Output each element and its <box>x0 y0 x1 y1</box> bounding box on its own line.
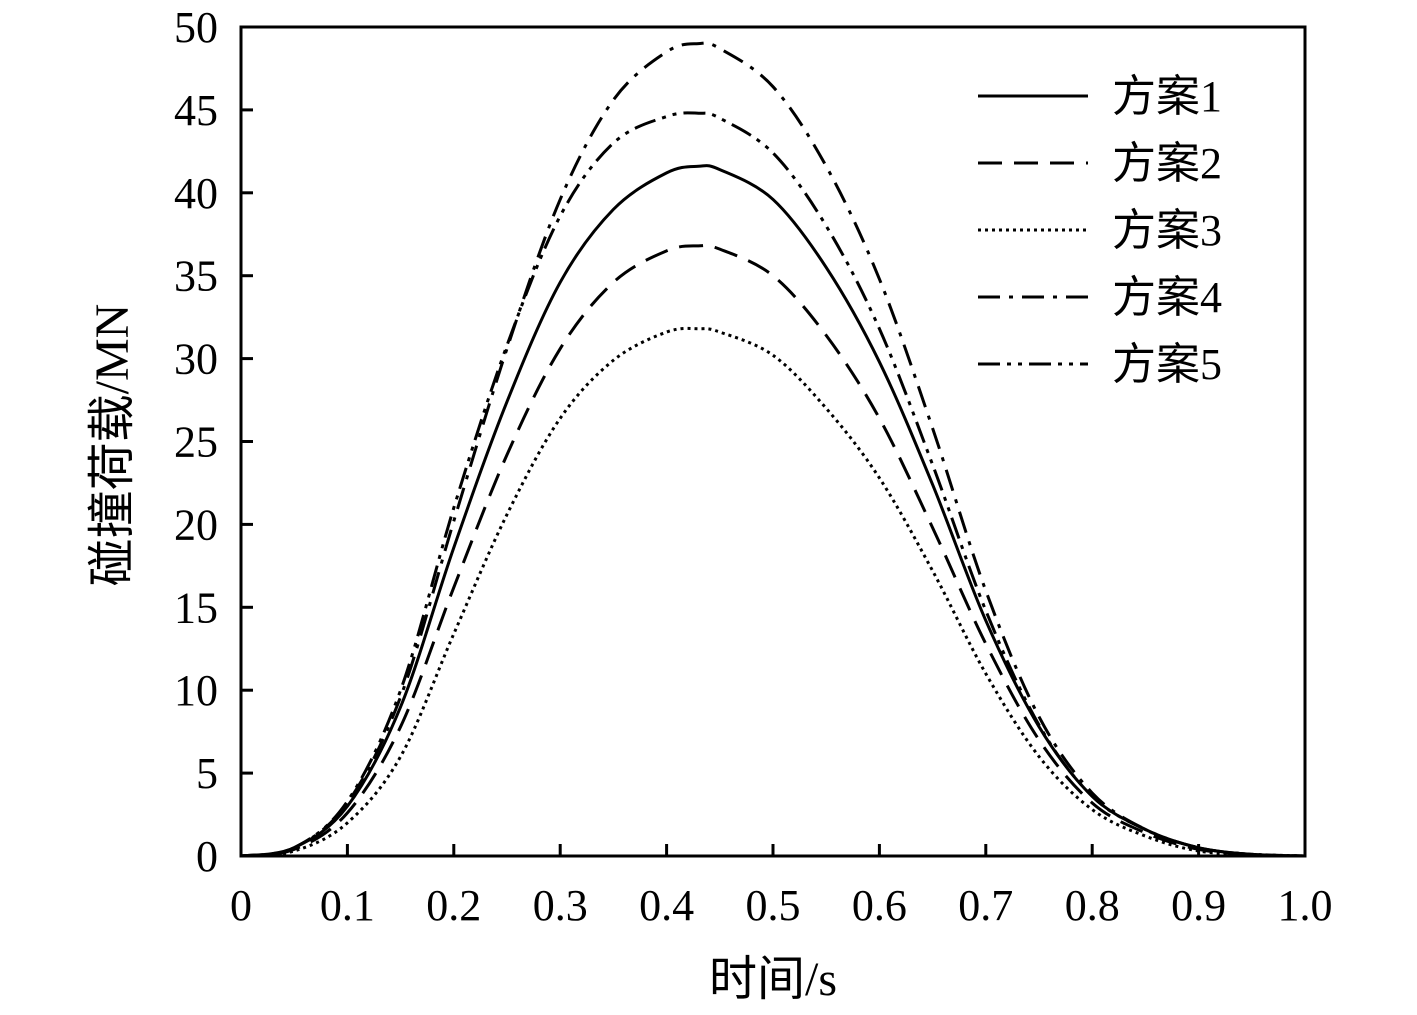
legend: 方案1 方案2 方案3 方案4 方案5 <box>978 72 1222 389</box>
legend-label-1: 方案1 <box>1112 72 1222 121</box>
series-line-4 <box>240 41 1306 858</box>
y-tick-label: 35 <box>174 252 218 301</box>
y-tick-label: 20 <box>174 500 218 549</box>
x-tick-label: 0.9 <box>1171 881 1226 930</box>
x-tick-label: 0.4 <box>639 881 694 930</box>
x-tick-label: 0.6 <box>852 881 907 930</box>
series-line-3 <box>240 326 1306 858</box>
curves-layer <box>240 41 1306 858</box>
legend-label-3: 方案3 <box>1112 206 1222 255</box>
x-tick-label: 0.7 <box>958 881 1013 930</box>
y-tick-label: 30 <box>174 335 218 384</box>
x-tick-label: 0.1 <box>320 881 375 930</box>
y-tick-label: 5 <box>196 749 218 798</box>
x-tick-label: 0.8 <box>1065 881 1120 930</box>
y-tick-label: 50 <box>174 3 218 52</box>
series-line-2 <box>240 243 1306 858</box>
y-tick-label: 25 <box>174 418 218 467</box>
y-tick-label: 40 <box>174 169 218 218</box>
series-line-1 <box>240 164 1306 858</box>
x-tick-label: 0.2 <box>426 881 481 930</box>
x-tick-label: 0.5 <box>746 881 801 930</box>
y-tick-label: 15 <box>174 583 218 632</box>
x-axis: 0 0.1 0.2 0.3 0.4 0.5 0.6 0.7 0.8 0.9 1.0 <box>230 844 1333 930</box>
y-axis: 0 5 10 15 20 25 30 35 40 45 50 <box>174 3 253 881</box>
y-tick-label: 10 <box>174 666 218 715</box>
x-tick-label: 0.3 <box>533 881 588 930</box>
y-axis-label: 碰撞荷载/MN <box>86 304 139 587</box>
x-tick-label: 0 <box>230 881 252 930</box>
y-tick-label: 0 <box>196 832 218 881</box>
y-tick-label: 45 <box>174 86 218 135</box>
legend-label-2: 方案2 <box>1112 139 1222 188</box>
x-axis-label: 时间/s <box>709 953 837 1006</box>
series-line-5 <box>240 111 1306 858</box>
legend-label-5: 方案5 <box>1112 340 1222 389</box>
legend-label-4: 方案4 <box>1112 273 1222 322</box>
x-tick-label: 1.0 <box>1278 881 1333 930</box>
